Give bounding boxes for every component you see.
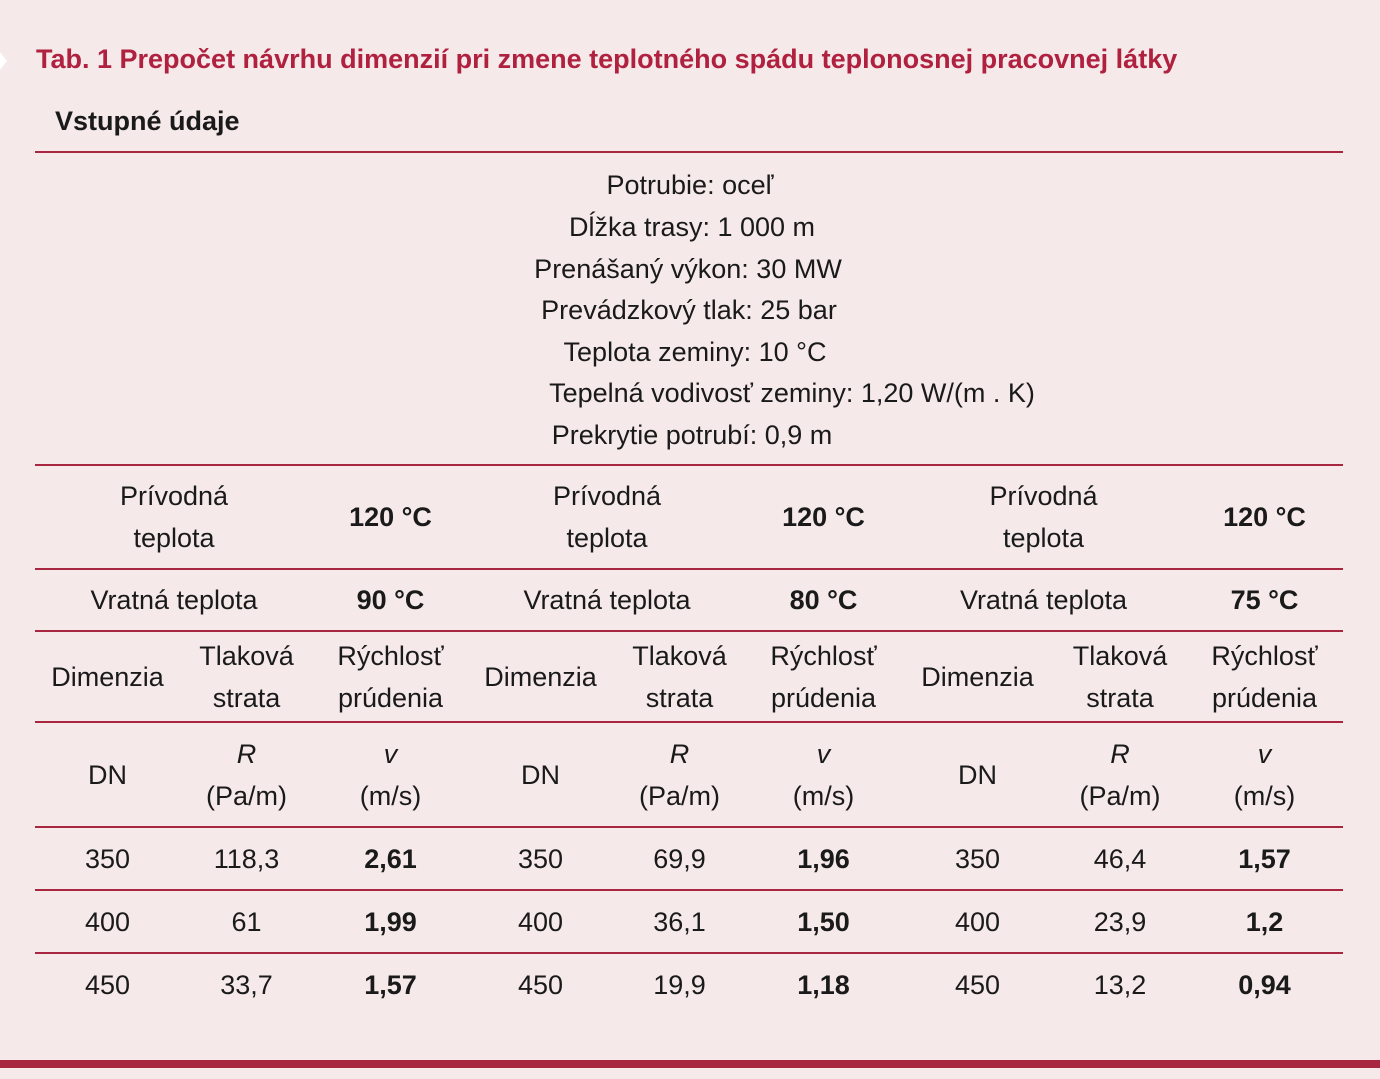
section-heading-inputs: Vstupné údaje bbox=[55, 106, 240, 136]
supply-temp-1: 120 °C bbox=[349, 502, 432, 532]
header-velocity-2: Rýchlosť prúdenia bbox=[770, 640, 877, 713]
table-cell-r: 36,1 bbox=[653, 906, 706, 937]
return-label-1: Vratná teplota bbox=[90, 585, 258, 615]
header-pressure-loss-2: Tlaková strata bbox=[632, 640, 727, 713]
input-line-soil-conductivity: Tepelná vodivosť zeminy: 1,20 W/(m . K) bbox=[549, 378, 1035, 408]
table-cell-dn: 450 bbox=[517, 970, 564, 1000]
table-cell-r: 23,9 bbox=[1093, 906, 1147, 937]
table-cell-r: 46,4 bbox=[1093, 843, 1147, 874]
table-cell-v: 1,50 bbox=[797, 906, 850, 937]
supply-temp-3: 120 °C bbox=[1223, 502, 1306, 532]
table-cell-v: 1,18 bbox=[797, 970, 850, 1000]
rule-after-headers bbox=[35, 721, 1343, 723]
rule-after-supply bbox=[35, 568, 1343, 570]
return-label-3: Vratná teplota bbox=[959, 585, 1128, 615]
return-temp-2: 80 °C bbox=[789, 585, 858, 615]
input-line-pipe: Potrubie: oceľ bbox=[606, 170, 774, 200]
table-cell-v: 0,94 bbox=[1238, 970, 1291, 1000]
unit-r-2: R (Pa/m) bbox=[639, 738, 720, 811]
return-temp-3: 75 °C bbox=[1230, 585, 1299, 615]
table-cell-v: 2,61 bbox=[364, 843, 417, 874]
input-line-pressure: Prevádzkový tlak: 25 bar bbox=[541, 295, 837, 325]
table-cell-dn: 350 bbox=[84, 843, 131, 874]
table-cell-dn: 350 bbox=[954, 843, 1001, 874]
table-cell-r: 19,9 bbox=[653, 970, 706, 1000]
input-line-length: Dĺžka trasy: 1 000 m bbox=[568, 212, 816, 242]
table-cell-v: 1,57 bbox=[1238, 843, 1291, 874]
rule-top bbox=[35, 151, 1343, 153]
table-cell-dn: 400 bbox=[517, 906, 564, 937]
input-line-power: Prenášaný výkon: 30 MW bbox=[534, 254, 842, 284]
header-dimension-2: Dimenzia bbox=[484, 661, 597, 692]
header-velocity-1: Rýchlosť prúdenia bbox=[337, 640, 444, 713]
unit-dn-2: DN bbox=[521, 759, 560, 790]
unit-r-1: R (Pa/m) bbox=[206, 738, 287, 811]
table-cell-r: 61 bbox=[231, 906, 262, 937]
rule-after-return bbox=[35, 630, 1343, 632]
supply-label-3: Prívodná teplota bbox=[989, 481, 1098, 553]
header-dimension-3: Dimenzia bbox=[921, 661, 1034, 692]
header-velocity-3: Rýchlosť prúdenia bbox=[1211, 640, 1318, 713]
unit-v-1: v (m/s) bbox=[359, 738, 422, 811]
table-cell-dn: 450 bbox=[84, 970, 131, 1000]
supply-label-1: Prívodná teplota bbox=[119, 481, 229, 553]
input-line-cover: Prekrytie potrubí: 0,9 m bbox=[551, 420, 833, 450]
return-temp-1: 90 °C bbox=[356, 585, 425, 615]
rule-after-units bbox=[35, 826, 1343, 828]
page-notch-marker bbox=[0, 52, 7, 70]
table-cell-v: 1,57 bbox=[364, 970, 417, 1000]
table-cell-dn: 350 bbox=[517, 843, 564, 874]
input-parameters: Potrubie: oceľ Dĺžka trasy: 1 000 m Pren… bbox=[35, 153, 1343, 465]
supply-temp-2: 120 °C bbox=[782, 502, 865, 532]
bottom-rule bbox=[0, 1060, 1380, 1068]
unit-v-2: v (m/s) bbox=[792, 738, 855, 811]
return-label-2: Vratná teplota bbox=[523, 585, 691, 615]
rule-after-row-2 bbox=[35, 952, 1343, 954]
table-cell-dn: 400 bbox=[954, 906, 1001, 937]
table-cell-dn: 400 bbox=[84, 906, 131, 937]
header-pressure-loss-1: Tlaková strata bbox=[199, 640, 294, 713]
unit-v-3: v (m/s) bbox=[1233, 738, 1296, 811]
rule-after-row-1 bbox=[35, 889, 1343, 891]
input-line-soil-temp: Teplota zeminy: 10 °C bbox=[563, 337, 827, 367]
rule-after-inputs bbox=[35, 464, 1343, 466]
unit-dn-3: DN bbox=[958, 759, 997, 790]
table-cell-r: 69,9 bbox=[653, 843, 706, 874]
table-cell-r: 13,2 bbox=[1093, 970, 1147, 1000]
unit-r-3: R (Pa/m) bbox=[1079, 738, 1161, 811]
table-cell-v: 1,99 bbox=[364, 906, 417, 937]
unit-dn-1: DN bbox=[88, 759, 127, 790]
table-cell-v: 1,2 bbox=[1245, 906, 1284, 937]
header-dimension-1: Dimenzia bbox=[51, 661, 164, 692]
header-pressure-loss-3: Tlaková strata bbox=[1072, 640, 1168, 713]
table-cell-v: 1,96 bbox=[797, 843, 850, 874]
table-cell-r: 33,7 bbox=[220, 970, 273, 1000]
table-cell-r: 118,3 bbox=[213, 843, 280, 874]
table-title: Tab. 1 Prepočet návrhu dimenzií pri zmen… bbox=[36, 44, 1178, 74]
supply-label-2: Prívodná teplota bbox=[552, 481, 662, 553]
table-cell-dn: 450 bbox=[954, 970, 1001, 1000]
